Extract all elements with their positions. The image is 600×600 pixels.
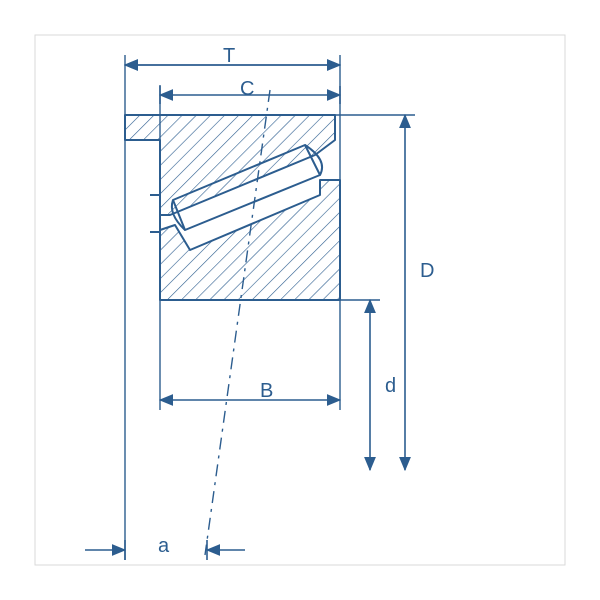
bearing-drawing (0, 0, 600, 600)
cup-outer-ring (125, 115, 335, 215)
label-T: T (223, 45, 235, 68)
label-d: d (385, 375, 396, 398)
label-a: a (158, 535, 169, 558)
diagram-stage: T C B D d a (0, 0, 600, 600)
label-D: D (420, 260, 434, 283)
label-C: C (240, 78, 254, 101)
label-B: B (260, 380, 273, 403)
bearing-section (125, 115, 340, 300)
cage-tab (150, 195, 160, 232)
